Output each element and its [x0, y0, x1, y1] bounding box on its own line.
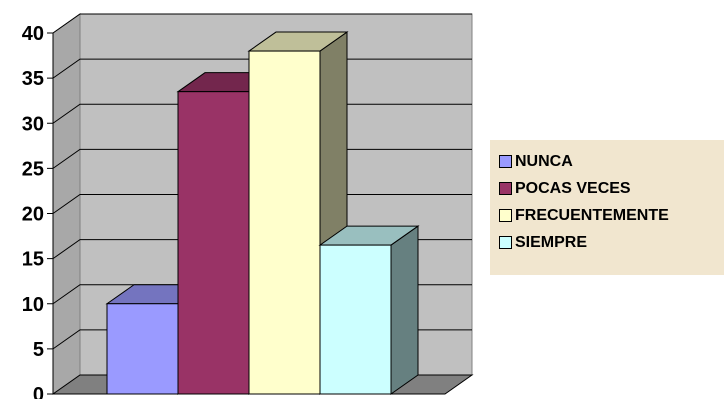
legend-item-siempre: SIEMPRE — [499, 231, 724, 254]
gridline — [52, 13, 472, 34]
legend-item-frecuentemente: FRECUENTEMENTE — [499, 204, 724, 227]
y-tick-labels: 0 5 10 15 20 25 30 35 40 — [22, 23, 44, 399]
legend-label-siempre: SIEMPRE — [515, 233, 588, 251]
legend: NUNCA POCAS VECES FRECUENTEMENTE SIEMPRE — [490, 140, 724, 275]
y-tick-label: 20 — [22, 204, 44, 226]
bars — [105, 31, 420, 395]
legend-label-nunca: NUNCA — [515, 152, 573, 170]
legend-swatch-siempre — [499, 236, 512, 249]
bar-front — [319, 244, 392, 395]
axes — [47, 32, 445, 395]
bar-siempre — [318, 225, 420, 395]
legend-swatch-nunca — [499, 155, 512, 168]
y-tick-label: 15 — [22, 249, 44, 271]
legend-label-frecuentemente: FRECUENTEMENTE — [515, 206, 669, 224]
y-tick-label: 10 — [22, 294, 44, 316]
bar-front — [106, 303, 179, 395]
legend-label-pocas-veces: POCAS VECES — [515, 179, 631, 197]
y-tick-label: 35 — [22, 68, 44, 90]
legend-item-pocas-veces: POCAS VECES — [499, 177, 724, 200]
y-tick-label: 30 — [22, 113, 44, 135]
y-tick-label: 40 — [22, 23, 44, 45]
bar-front — [248, 50, 321, 395]
y-tick-label: 25 — [22, 158, 44, 180]
bar-front — [177, 91, 250, 395]
legend-item-nunca: NUNCA — [499, 150, 724, 173]
legend-swatch-frecuentemente — [499, 209, 512, 222]
y-tick-label: 5 — [33, 339, 44, 361]
y-tick-label: 0 — [33, 384, 44, 399]
bar-side — [390, 225, 419, 395]
legend-swatch-pocas-veces — [499, 182, 512, 195]
